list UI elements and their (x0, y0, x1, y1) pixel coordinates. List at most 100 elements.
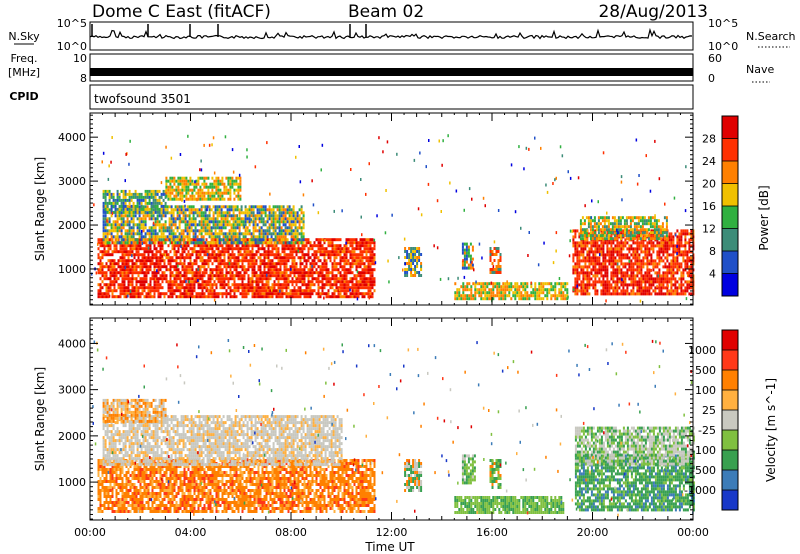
heatmap-cell (108, 189, 111, 193)
heatmap-cell (230, 232, 233, 236)
heatmap-cell (285, 259, 288, 263)
heatmap-cell (121, 250, 124, 254)
heatmap-cell (252, 232, 255, 236)
heatmap-cell (185, 188, 188, 192)
heatmap-cell (283, 283, 286, 287)
heatmap-cell (267, 277, 270, 281)
heatmap-cell (612, 265, 615, 269)
heatmap-cell (624, 244, 627, 248)
heatmap-cell (205, 286, 208, 290)
heatmap-cell (209, 197, 212, 201)
heatmap-cell (299, 247, 302, 251)
heatmap-cell (625, 225, 628, 229)
heatmap-cell (615, 225, 618, 229)
heatmap-cell (686, 256, 689, 260)
heatmap-cell (626, 241, 629, 245)
heatmap-cell (294, 220, 297, 224)
heatmap-cell (148, 238, 151, 242)
heatmap-cell (299, 259, 302, 263)
heatmap-cell (280, 217, 283, 221)
heatmap-cell (194, 211, 197, 215)
heatmap-cell (686, 265, 689, 269)
heatmap-cell (239, 283, 242, 287)
heatmap-cell (206, 223, 209, 227)
heatmap-cell (662, 250, 665, 254)
heatmap-cell (335, 256, 338, 260)
heatmap-cell (138, 226, 141, 230)
heatmap-cell (349, 292, 352, 296)
heatmap-cell (144, 205, 147, 209)
heatmap-cell (327, 268, 330, 272)
heatmap-cell (121, 262, 124, 266)
heatmap-cell (120, 201, 123, 205)
heatmap-cell (169, 176, 172, 180)
heatmap-cell (181, 250, 184, 254)
heatmap-cell (580, 253, 583, 257)
heatmap-cell (335, 295, 338, 299)
heatmap-cell (636, 271, 639, 275)
heatmap-cell (204, 205, 207, 209)
heatmap-cell (253, 259, 256, 263)
heatmap-cell (210, 238, 213, 242)
heatmap-cell (243, 250, 246, 254)
heatmap-cell (222, 226, 225, 230)
heatmap-cell (365, 268, 368, 272)
heatmap-cell (610, 265, 613, 269)
heatmap-cell (154, 223, 157, 227)
heatmap-cell (128, 207, 131, 211)
heatmap-cell (107, 277, 110, 281)
heatmap-cell (593, 234, 596, 238)
heatmap-cell (231, 247, 234, 251)
heatmap-cell (672, 283, 675, 287)
heatmap-cell (137, 271, 140, 275)
heatmap-cell (349, 265, 352, 269)
heatmap-cell (97, 241, 100, 245)
heatmap-cell (353, 250, 356, 254)
heatmap-cell (369, 292, 372, 296)
heatmap-cell (109, 280, 112, 284)
heatmap-cell (286, 211, 289, 215)
heatmap-cell (199, 292, 202, 296)
heatmap-cell (215, 247, 218, 251)
heatmap-cell (653, 228, 656, 232)
heatmap-cell (317, 238, 320, 242)
heatmap-cell (229, 256, 232, 260)
heatmap-cell (307, 295, 310, 299)
heatmap-cell (648, 283, 651, 287)
heatmap-cell (296, 226, 299, 230)
heatmap-cell (618, 271, 621, 275)
heatmap-cell (105, 292, 108, 296)
heatmap-cell (244, 217, 247, 221)
heatmap-cell (203, 271, 206, 275)
heatmap-cell (207, 289, 210, 293)
heatmap-cell (339, 280, 342, 284)
heatmap-cell (584, 244, 587, 248)
heatmap-cell (261, 295, 264, 299)
heatmap-cell (578, 232, 581, 236)
heatmap-cell (626, 292, 629, 296)
heatmap-cell (205, 244, 208, 248)
heatmap-cell (317, 247, 320, 251)
heatmap-cell (309, 289, 312, 293)
heatmap-cell (97, 247, 100, 251)
heatmap-cell (286, 226, 289, 230)
heatmap-cell (628, 229, 631, 233)
heatmap-cell (197, 244, 200, 248)
heatmap-cell (248, 208, 251, 212)
heatmap-cell (345, 250, 348, 254)
heatmap-cell (207, 194, 210, 198)
heatmap-cell (648, 262, 651, 266)
heatmap-cell (345, 295, 348, 299)
heatmap-cell (299, 286, 302, 290)
heatmap-cell (359, 265, 362, 269)
heatmap-cell (196, 238, 199, 242)
heatmap-cell (339, 253, 342, 257)
heatmap-cell (622, 283, 625, 287)
heatmap-cell (271, 286, 274, 290)
heatmap-cell (642, 244, 645, 248)
heatmap-cell (672, 292, 675, 296)
heatmap-cell (331, 277, 334, 281)
heatmap-cell (207, 256, 210, 260)
heatmap-cell (618, 256, 621, 260)
heatmap-cell (158, 223, 161, 227)
